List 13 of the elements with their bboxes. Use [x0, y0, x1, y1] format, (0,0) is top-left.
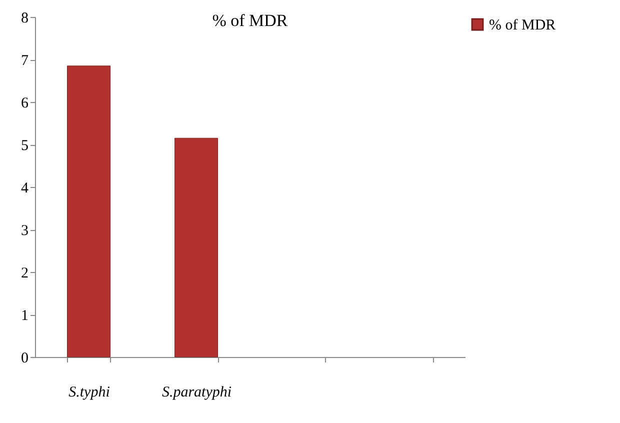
- x-tick-label: S.paratyphi: [162, 384, 232, 400]
- y-tick-label: 3: [21, 223, 28, 239]
- chart-title: % of MDR: [212, 11, 288, 30]
- y-tick-label: 0: [21, 350, 28, 366]
- y-tick-label: 4: [21, 180, 29, 196]
- x-tick-label: S.typhi: [68, 384, 110, 400]
- legend-label: % of MDR: [489, 18, 556, 34]
- y-tick-label: 6: [21, 96, 29, 112]
- y-tick-label: 8: [21, 10, 28, 26]
- y-tick-label: 7: [21, 53, 29, 69]
- y-tick-label: 5: [21, 138, 28, 154]
- y-tick-label: 1: [21, 308, 28, 324]
- y-tick-label: 2: [21, 266, 28, 282]
